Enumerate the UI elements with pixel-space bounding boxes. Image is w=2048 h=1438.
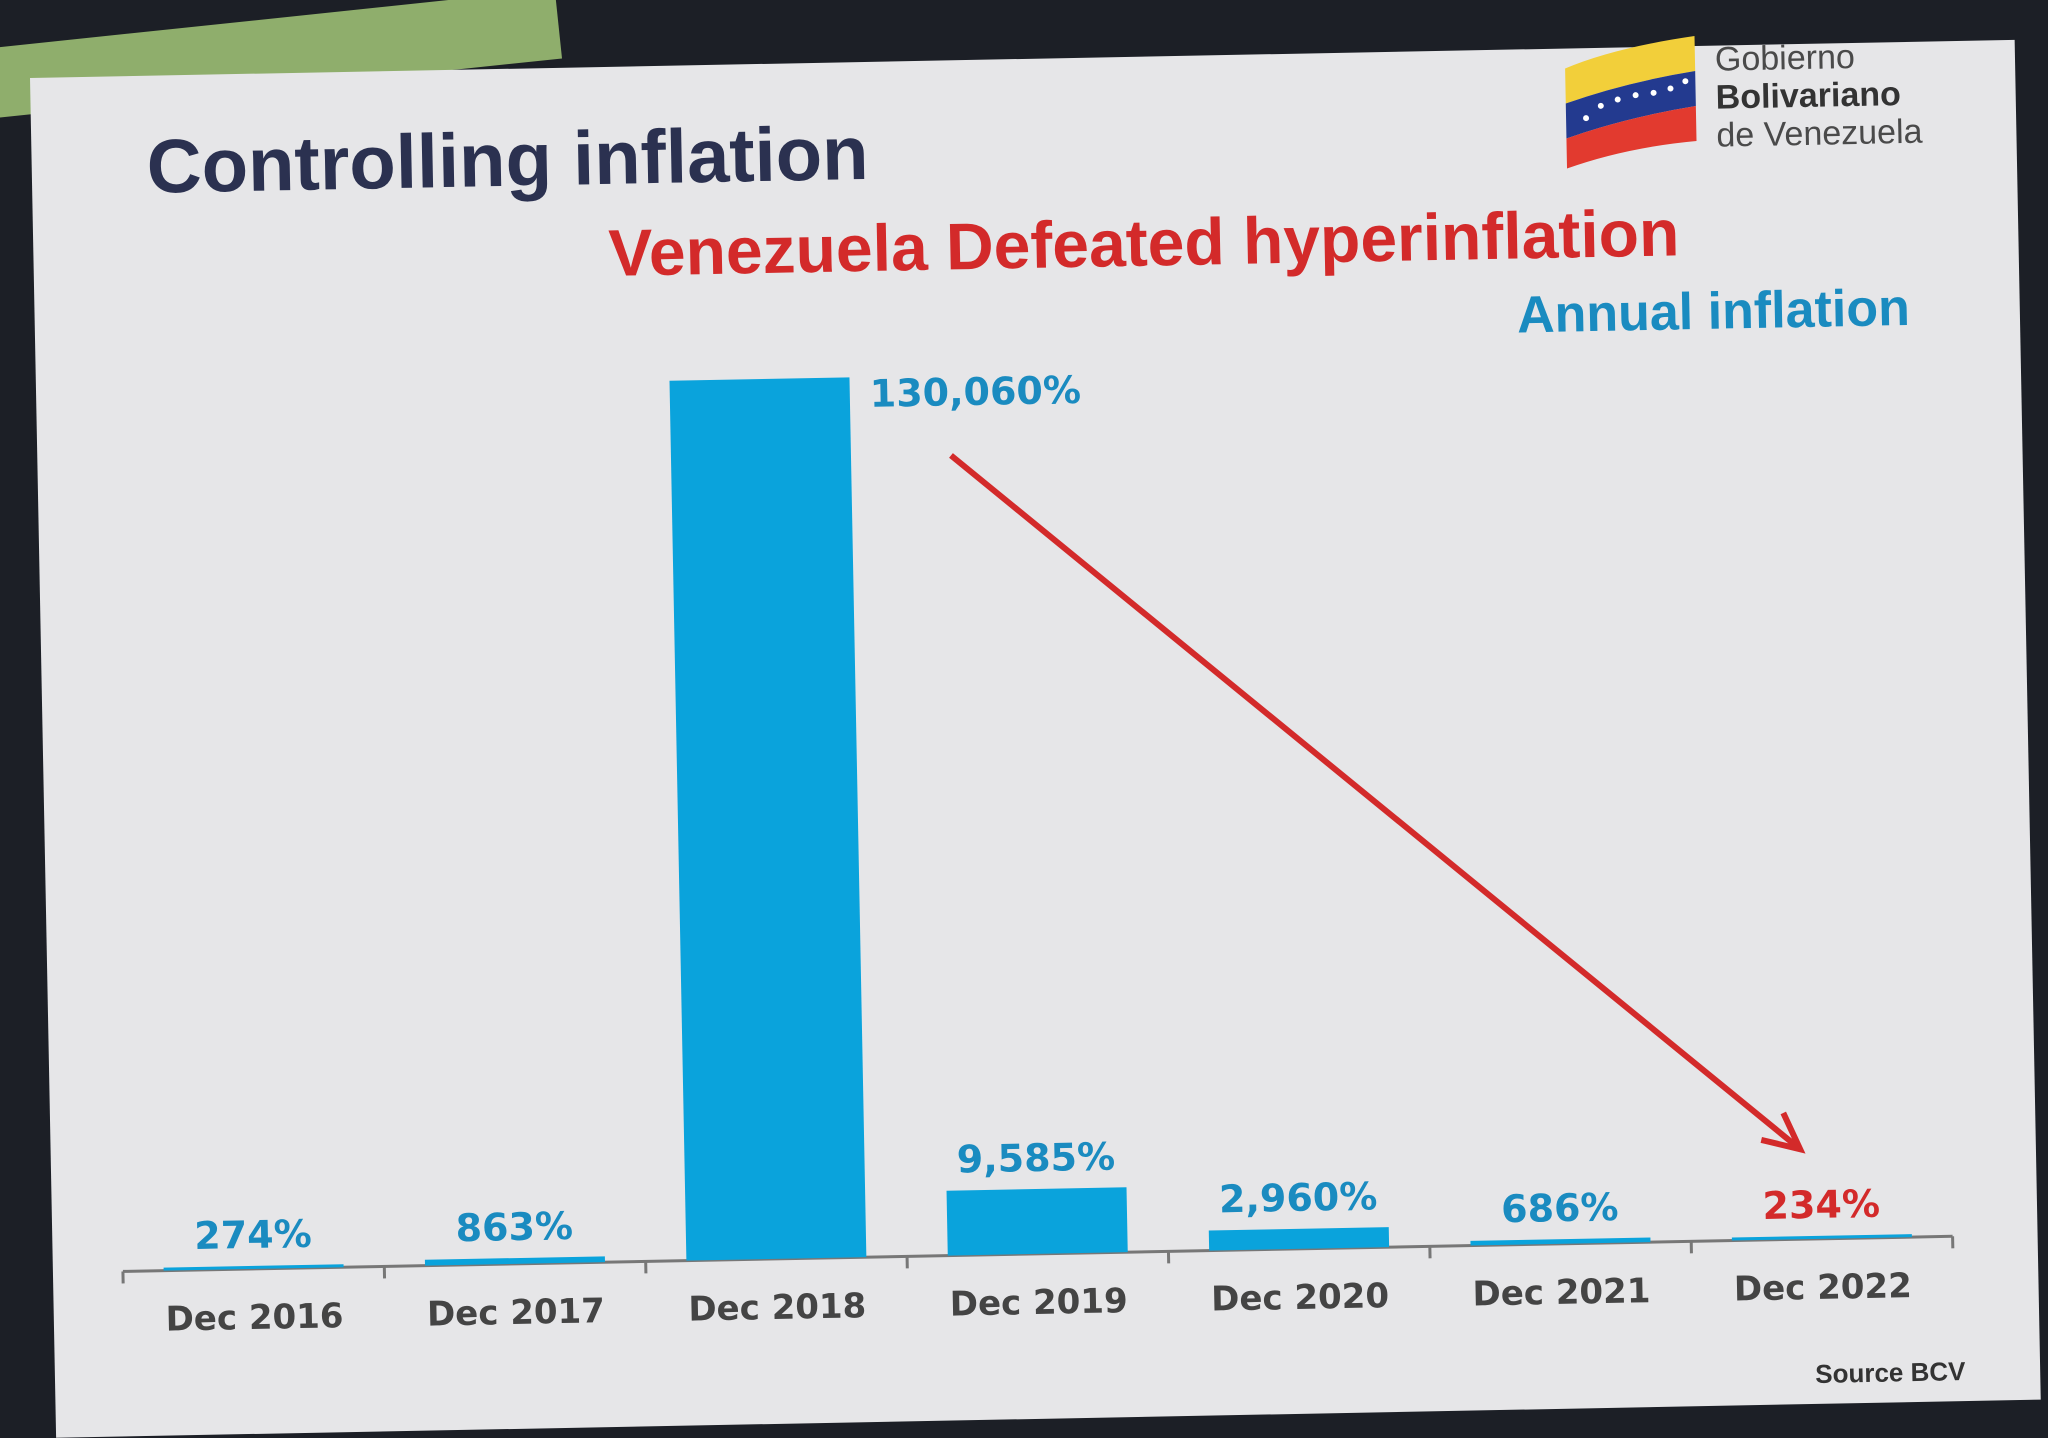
- x-tick-label: Dec 2020: [1211, 1276, 1390, 1319]
- x-tick-label: Dec 2022: [1734, 1266, 1913, 1309]
- x-tick-label: Dec 2021: [1472, 1271, 1651, 1314]
- data-label: 234%: [1762, 1182, 1880, 1228]
- source-note: Source BCV: [1815, 1356, 1966, 1390]
- x-tick-label: Dec 2016: [165, 1296, 344, 1339]
- data-label: 9,585%: [956, 1135, 1115, 1182]
- bar-dec-2018: [670, 377, 867, 1260]
- slide: Controlling inflation Venezuela Defeated…: [30, 40, 2041, 1438]
- x-tick-label: Dec 2017: [427, 1291, 606, 1334]
- bar-chart: 274% Dec 2016 863% Dec 2017 130,060% Dec 2018…: [30, 40, 2041, 1438]
- trend-arrow-line: [951, 439, 1800, 1165]
- x-tick-label: Dec 2019: [949, 1281, 1128, 1324]
- data-label: 274%: [194, 1212, 312, 1258]
- data-label: 686%: [1501, 1185, 1619, 1231]
- data-label: 130,060%: [869, 368, 1081, 416]
- bar-dec-2019: [947, 1187, 1128, 1255]
- x-tick-label: Dec 2018: [688, 1286, 867, 1329]
- data-label: 863%: [455, 1204, 573, 1250]
- data-label: 2,960%: [1219, 1174, 1378, 1221]
- bar-dec-2020: [1209, 1227, 1389, 1250]
